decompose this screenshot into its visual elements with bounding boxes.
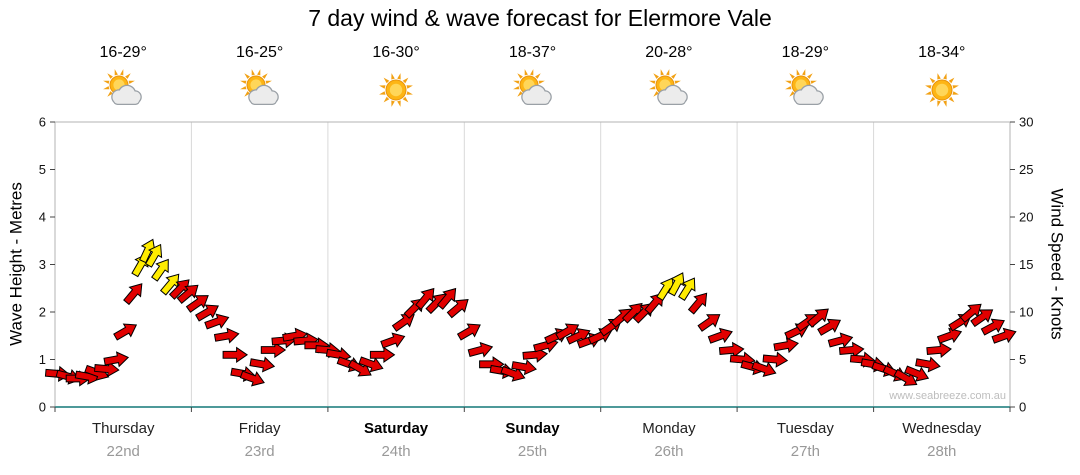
right-axis-tick-label: 15 xyxy=(1019,257,1033,272)
wind-arrow xyxy=(806,308,829,328)
wind-arrow xyxy=(970,309,994,328)
wind-arrow xyxy=(644,292,664,315)
date-label: 22nd xyxy=(106,443,140,460)
wind-arrow xyxy=(144,243,163,268)
wind-arrow xyxy=(176,284,199,305)
watermark: www.seabreeze.com.au xyxy=(889,390,1006,402)
wind-arrow xyxy=(678,277,696,301)
left-axis-tick-label: 4 xyxy=(39,210,46,225)
right-axis-tick-label: 30 xyxy=(1019,115,1033,130)
date-label: 27th xyxy=(790,443,820,460)
left-axis-tick-label: 0 xyxy=(39,400,46,415)
sun-cloud-icon xyxy=(239,69,279,105)
wind-arrow xyxy=(239,370,265,387)
wind-arrow xyxy=(697,314,721,332)
wind-arrow xyxy=(113,323,138,341)
wind-arrow xyxy=(415,287,435,310)
cloud-shape xyxy=(793,84,825,105)
wind-arrow xyxy=(446,299,469,319)
wind-arrow xyxy=(391,314,415,332)
wind-arrow xyxy=(222,346,248,363)
left-axis-tick-label: 1 xyxy=(39,352,46,367)
left-axis-tick-label: 3 xyxy=(39,257,46,272)
wind-arrow xyxy=(773,337,799,354)
cloud-shape xyxy=(520,84,552,105)
wind-arrow xyxy=(980,318,1005,336)
left-axis-tick-label: 5 xyxy=(39,162,46,177)
wind-arrow xyxy=(204,313,230,330)
wind-arrow xyxy=(817,318,842,336)
wind-arrow xyxy=(762,351,789,368)
day-label: Thursday xyxy=(91,420,155,437)
wind-arrow xyxy=(123,283,143,306)
sun-cloud-icon xyxy=(785,69,825,105)
cloud-shape xyxy=(657,84,688,105)
date-label: 24th xyxy=(381,443,411,460)
date-label: 25th xyxy=(517,443,548,460)
sun-icon xyxy=(924,73,959,107)
wind-arrow xyxy=(751,361,777,377)
right-axis-tick-label: 25 xyxy=(1019,162,1033,177)
wind-arrow xyxy=(926,341,952,359)
sun-shape xyxy=(924,73,959,107)
temperature-range: 18-29° xyxy=(781,44,829,61)
wind-arrow xyxy=(369,346,396,363)
right-axis-tick-label: 20 xyxy=(1019,210,1033,225)
date-label: 26th xyxy=(654,443,684,460)
wind-arrow xyxy=(213,327,240,344)
day-label: Monday xyxy=(642,420,696,437)
right-axis-tick-label: 0 xyxy=(1019,400,1026,415)
wind-arrow xyxy=(249,356,276,373)
date-label: 28th xyxy=(927,443,957,460)
page-title: 7 day wind & wave forecast for Elermore … xyxy=(308,5,772,31)
day-label: Wednesday xyxy=(902,420,982,437)
wind-arrow xyxy=(103,351,130,368)
wind-arrow xyxy=(915,356,941,373)
day-label: Tuesday xyxy=(776,420,834,437)
wind-arrow xyxy=(936,327,963,344)
temperature-range: 16-30° xyxy=(372,44,420,61)
wind-arrow xyxy=(467,341,494,358)
wind-arrow xyxy=(456,323,481,341)
sun-cloud-icon xyxy=(512,69,552,105)
date-label: 23rd xyxy=(244,443,275,460)
day-label: Saturday xyxy=(363,420,429,437)
temperature-range: 16-25° xyxy=(235,44,284,61)
wind-arrow xyxy=(904,365,930,382)
day-label: Friday xyxy=(238,420,281,437)
temperature-range: 16-29° xyxy=(99,44,147,61)
sun-shape xyxy=(379,73,413,107)
left-axis-tick-label: 6 xyxy=(39,115,46,130)
wind-arrow xyxy=(185,295,209,313)
wind-arrow xyxy=(511,359,537,376)
right-axis-tick-label: 5 xyxy=(1019,352,1026,367)
sun-icon xyxy=(379,73,413,107)
day-label: Sunday xyxy=(505,420,560,437)
wind-arrow xyxy=(436,287,457,310)
temperature-range: 18-37° xyxy=(508,44,557,61)
temperature-range: 20-28° xyxy=(645,44,693,61)
wind-arrow xyxy=(151,258,169,282)
right-axis-tick-label: 10 xyxy=(1019,305,1033,320)
cloud-shape xyxy=(111,84,143,105)
wind-arrow xyxy=(667,272,685,297)
wind-arrow xyxy=(195,304,219,322)
temperature-range: 18-34° xyxy=(918,44,966,61)
wind-arrow xyxy=(991,327,1017,344)
wind-arrow xyxy=(707,327,733,344)
sun-cloud-icon xyxy=(103,69,143,105)
wind-arrow xyxy=(380,332,406,349)
cloud-shape xyxy=(247,84,279,105)
wind-arrow xyxy=(687,292,708,315)
left-axis-tick-label: 2 xyxy=(39,305,46,320)
sun-cloud-icon xyxy=(649,69,688,105)
wind-arrow xyxy=(827,332,854,349)
